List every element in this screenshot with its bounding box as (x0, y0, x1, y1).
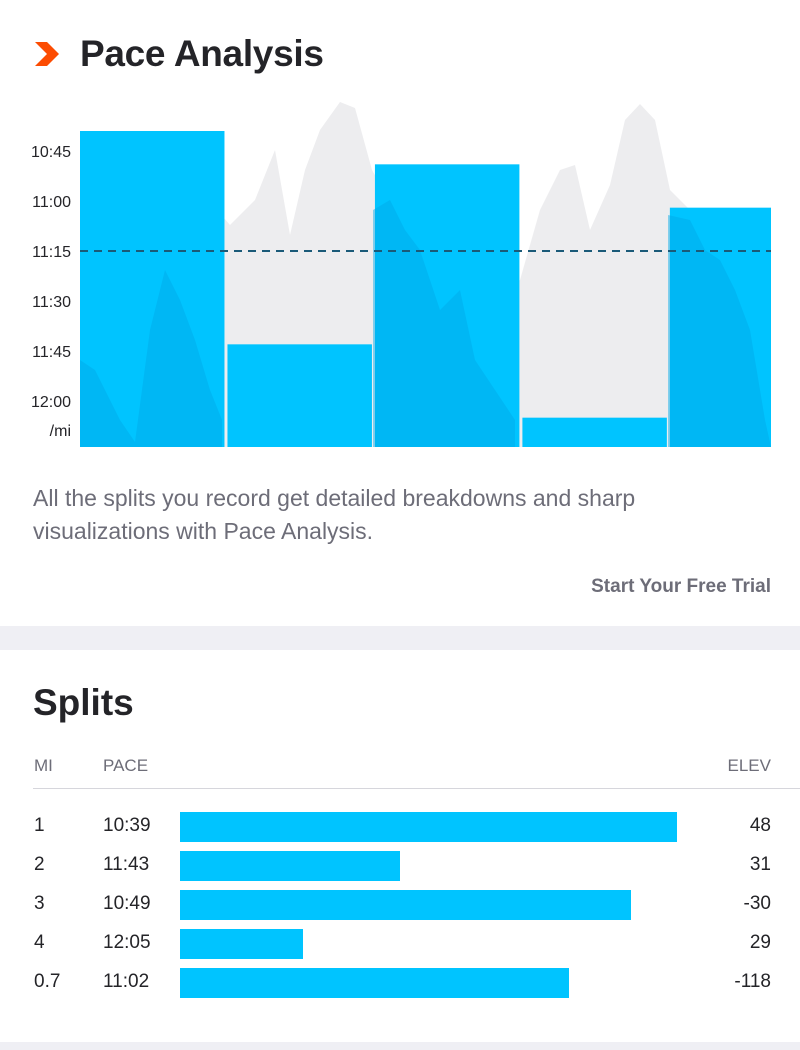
pace-trace-texture (80, 200, 771, 447)
y-tick-label: 11:45 (32, 344, 71, 361)
bottom-divider (0, 1042, 800, 1050)
split-elevation: -118 (734, 971, 771, 992)
split-row: 1 10:39 48 (0, 810, 800, 844)
y-tick-label: 10:45 (31, 144, 71, 161)
pace-chart: 10:45 11:00 11:15 11:30 11:45 12:00/mi (31, 102, 771, 447)
split-elevation: -30 (743, 893, 771, 914)
pace-analysis-section: Pace Analysis 10:45 11:00 11:15 11:30 11:45 1… (31, 30, 771, 597)
split-mile: 1 (34, 815, 45, 836)
split-mile: 0.7 (34, 971, 61, 992)
split-mile: 4 (34, 932, 45, 953)
pace-bar (80, 131, 225, 447)
split-row: 3 10:49 -30 (0, 888, 800, 922)
pace-bar (522, 417, 667, 447)
split-pace-bar (180, 851, 401, 881)
y-axis: 10:45 11:00 11:15 11:30 11:45 12:00/mi (31, 144, 71, 440)
pace-column-header: PACE (103, 756, 149, 775)
chevron-right-icon (35, 42, 59, 66)
mile-column-header: MI (34, 756, 53, 775)
split-pace: 11:43 (103, 854, 150, 875)
pace-analysis-description: All the splits you record get detailed b… (33, 485, 636, 544)
split-pace: 10:39 (103, 815, 151, 836)
split-pace-bar (180, 968, 570, 998)
header-divider (33, 788, 800, 789)
splits-section: Splits MI PACE ELEV 1 10:39 48 2 11:43 3… (0, 650, 800, 1040)
split-pace-bar (180, 812, 677, 842)
pace-bars (80, 131, 771, 447)
splits-table-header: MI PACE ELEV (0, 756, 800, 778)
pace-analysis-header: Pace Analysis (34, 30, 324, 78)
split-mile: 3 (34, 893, 45, 914)
start-free-trial-link[interactable]: Start Your Free Trial (591, 576, 771, 597)
split-pace-bar (180, 890, 631, 920)
y-tick-label: 11:15 (32, 244, 71, 261)
y-tick-label: 11:30 (32, 294, 71, 311)
split-elevation: 31 (749, 854, 771, 875)
pace-bar (227, 344, 372, 447)
split-mile: 2 (34, 854, 45, 875)
pace-analysis-title: Pace Analysis (80, 33, 324, 74)
y-unit-label: /mi (50, 423, 71, 440)
y-tick-label: 11:00 (32, 194, 71, 211)
elevation-column-header: ELEV (727, 756, 771, 775)
split-row: 2 11:43 31 (0, 849, 800, 883)
split-pace: 10:49 (103, 893, 151, 914)
pace-bar (374, 164, 520, 447)
split-elevation: 48 (749, 815, 771, 836)
split-elevation: 29 (749, 932, 771, 953)
split-row: 4 12:05 29 (0, 927, 800, 961)
split-row: 0.7 11:02 -118 (0, 966, 800, 1000)
splits-title: Splits (33, 682, 134, 723)
y-tick-label: 12:00 (31, 394, 71, 411)
pace-bar (669, 207, 771, 447)
pace-bar-overlay (80, 200, 771, 447)
split-pace: 12:05 (103, 932, 151, 953)
split-pace-bar (180, 929, 303, 959)
split-pace: 11:02 (103, 971, 150, 992)
section-divider (0, 626, 800, 650)
